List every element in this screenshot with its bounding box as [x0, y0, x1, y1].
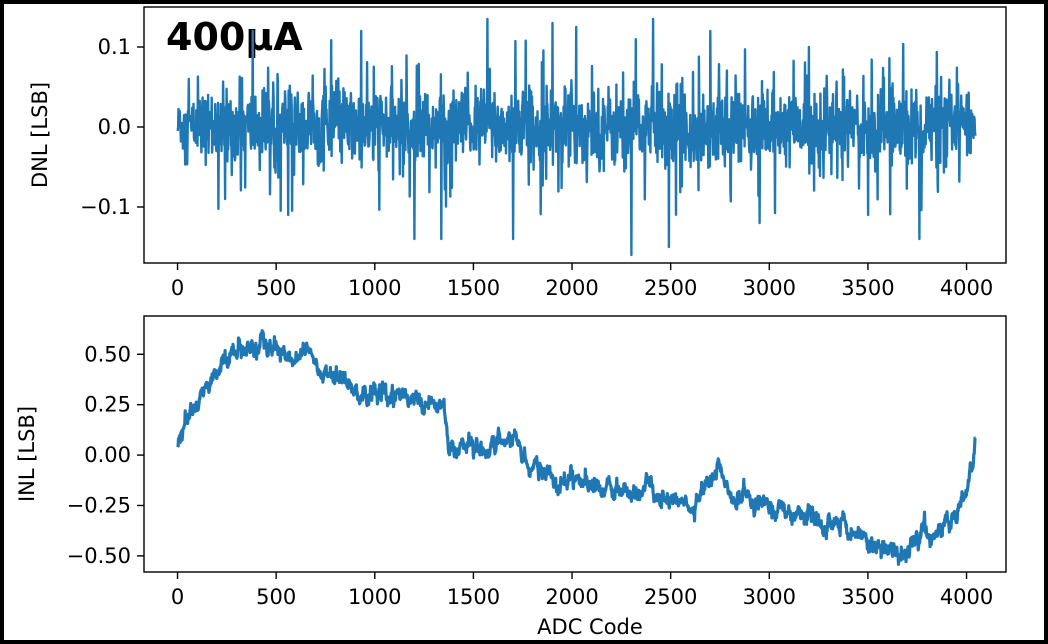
inl-y-tick-label: 0.00: [84, 443, 131, 467]
dnl-y-tick-label: 0.0: [98, 115, 131, 139]
inl-y-tick-label: −0.50: [67, 544, 131, 568]
dnl-x-tick-label: 3000: [743, 276, 796, 300]
dnl-x-tick-label: 1500: [447, 276, 500, 300]
inl-x-tick-label: 2000: [545, 585, 598, 609]
dnl-x-tick-label: 2000: [545, 276, 598, 300]
dnl-x-tick-label: 4000: [940, 276, 993, 300]
dnl-title: 400μA: [166, 15, 303, 59]
inl-y-axis-label: INL [LSB]: [15, 406, 39, 502]
inl-x-tick-label: 3500: [841, 585, 894, 609]
inl-x-tick-label: 4000: [940, 585, 993, 609]
inl-y-tick-label: −0.25: [67, 493, 131, 517]
inl-ticks: 0 500 1000 1500 2000 2500 3000 3500 4000 −0.50 −0.…: [67, 342, 994, 609]
dnl-x-tick-label: 0: [171, 276, 184, 300]
inl-x-tick-label: 1000: [348, 585, 401, 609]
inl-x-tick-label: 2500: [644, 585, 697, 609]
dnl-series-line: [176, 17, 977, 257]
inl-panel: INL [LSB] ADC Code 0 500 1000 1500 2000 2500 3…: [15, 315, 1007, 639]
inl-x-axis-label: ADC Code: [537, 615, 643, 639]
dnl-x-tick-label: 1000: [348, 276, 401, 300]
inl-series-line: [176, 329, 977, 566]
inl-x-tick-label: 1500: [447, 585, 500, 609]
dnl-y-tick-label: 0.1: [98, 35, 131, 59]
dnl-ticks: 0 500 1000 1500 2000 2500 3000 3500 4000 −0.1 0.0 0…: [80, 35, 993, 300]
dnl-x-tick-label: 3500: [841, 276, 894, 300]
dnl-x-tick-label: 500: [256, 276, 296, 300]
figure-canvas: 400μA DNL [LSB] 0 500 1000 1500 2000 2500 3000…: [4, 4, 1044, 640]
dnl-axes-frame: [143, 6, 1007, 264]
dnl-y-axis-label: DNL [LSB]: [28, 82, 52, 188]
dnl-x-tick-label: 2500: [644, 276, 697, 300]
inl-x-tick-label: 3000: [743, 585, 796, 609]
figure-svg: 400μA DNL [LSB] 0 500 1000 1500 2000 2500 3000…: [15, 6, 1007, 639]
inl-x-tick-label: 0: [171, 585, 184, 609]
inl-axes-frame: [143, 315, 1007, 573]
inl-y-tick-label: 0.25: [84, 393, 131, 417]
dnl-y-tick-label: −0.1: [80, 195, 131, 219]
inl-x-tick-label: 500: [256, 585, 296, 609]
inl-y-tick-label: 0.50: [84, 342, 131, 366]
dnl-panel: 400μA DNL [LSB] 0 500 1000 1500 2000 2500 3000…: [28, 6, 1007, 300]
